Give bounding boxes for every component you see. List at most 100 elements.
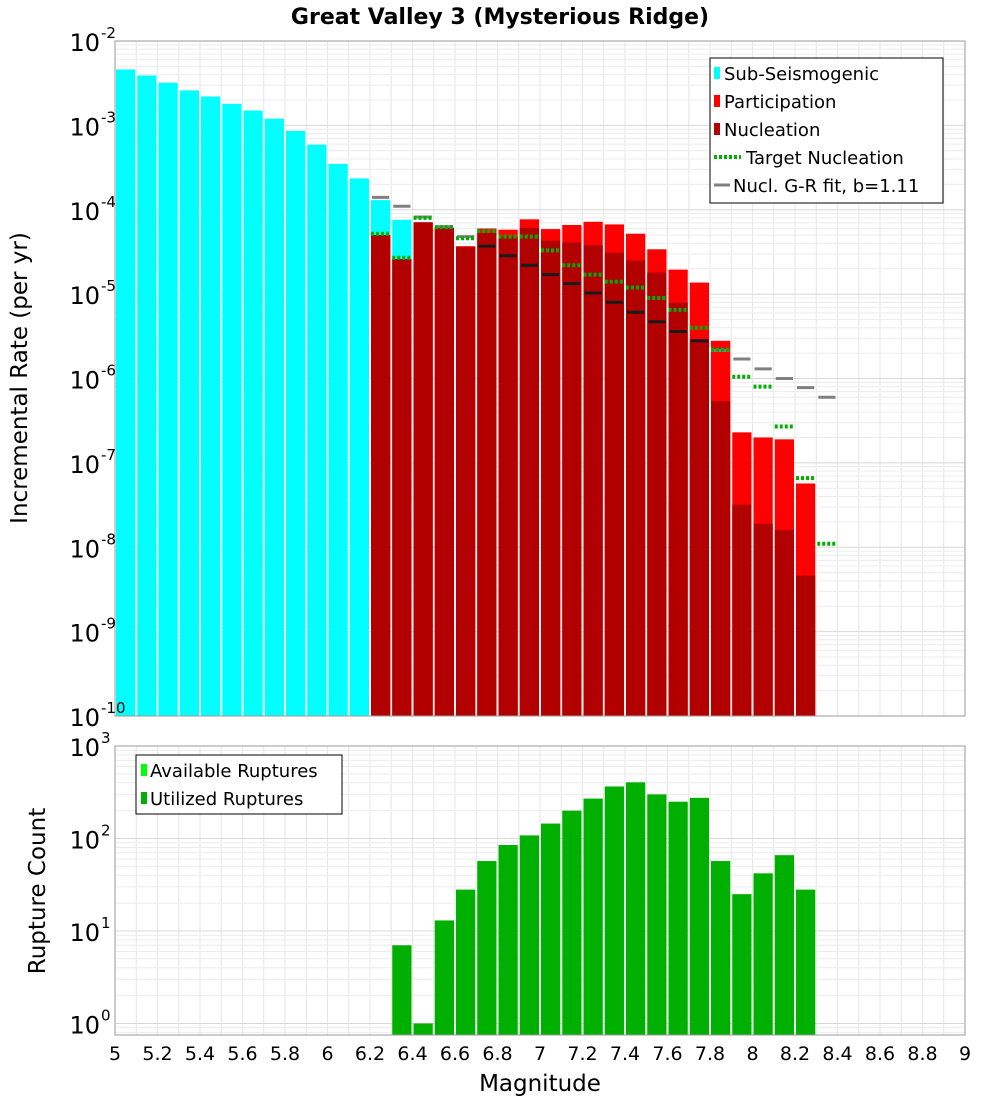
y-tick-label: 10	[69, 1011, 100, 1039]
utilized-ruptures-bar	[626, 782, 646, 1035]
sub-seismogenic-bar	[264, 118, 284, 716]
y-tick-exponent: -2	[101, 24, 116, 42]
y-tick-label: 10	[69, 367, 100, 395]
utilized-ruptures-bar	[668, 801, 688, 1035]
utilized-ruptures-bar	[562, 810, 582, 1035]
y-tick-label: 10	[69, 734, 100, 762]
x-tick-label: 6.6	[440, 1043, 470, 1065]
utilized-ruptures-bar	[434, 920, 454, 1035]
x-tick-label: 5.6	[227, 1043, 257, 1065]
nucleation-bar	[371, 235, 391, 716]
x-tick-label: 6.4	[397, 1043, 427, 1065]
nucleation-bar	[626, 260, 646, 716]
legend-entry: Sub-Seismogenic	[724, 64, 879, 85]
utilized-ruptures-bar	[477, 861, 497, 1035]
legend-entry: Nucl. G-R fit, b=1.11	[733, 176, 919, 197]
nucleation-bar	[434, 227, 454, 716]
x-tick-label: 9	[959, 1043, 971, 1065]
x-tick-label: 8.4	[822, 1043, 852, 1065]
utilized-ruptures-bar	[413, 1023, 433, 1035]
nucleation-bar	[753, 523, 773, 716]
utilized-ruptures-bar	[604, 786, 624, 1035]
y-tick-exponent: 2	[101, 821, 111, 839]
nucleation-bar	[796, 575, 816, 716]
y-tick-exponent: -3	[101, 108, 116, 126]
x-axis-label: Magnitude	[479, 1071, 601, 1097]
utilized-ruptures-bar	[774, 855, 794, 1035]
nucleation-bar	[498, 236, 518, 716]
y-tick-exponent: -9	[101, 615, 116, 633]
x-tick-label: 6.2	[355, 1043, 385, 1065]
x-tick-label: 7.4	[610, 1043, 640, 1065]
utilized-ruptures-bar	[583, 798, 603, 1035]
legend-entry: Nucleation	[724, 120, 820, 141]
utilized-ruptures-bar	[392, 945, 412, 1035]
y-tick-label: 10	[69, 451, 100, 479]
y-tick-label: 10	[69, 826, 100, 854]
x-tick-label: 8.6	[865, 1043, 895, 1065]
x-tick-label: 6	[321, 1043, 333, 1065]
y-tick-label: 10	[69, 29, 100, 57]
y-tick-label: 10	[69, 535, 100, 563]
nucleation-bar	[519, 227, 539, 716]
y-tick-label: 10	[69, 282, 100, 310]
nucleation-bar	[732, 504, 752, 716]
y-tick-exponent: 1	[101, 914, 111, 932]
x-tick-label: 7.2	[567, 1043, 597, 1065]
sub-seismogenic-bar	[137, 75, 157, 717]
x-tick-label: 5.2	[142, 1043, 172, 1065]
y-axis-label: Incremental Rate (per yr)	[7, 232, 33, 524]
y-tick-label: 10	[69, 113, 100, 141]
legend-box	[709, 57, 944, 204]
nucleation-bar	[392, 259, 412, 716]
y-tick-exponent: -10	[101, 699, 126, 717]
legend-entry: Available Ruptures	[150, 761, 318, 782]
y-tick-exponent: 0	[101, 1006, 111, 1024]
legend-swatch	[141, 792, 147, 804]
utilized-ruptures-bar	[753, 873, 773, 1035]
utilized-ruptures-bar	[711, 861, 731, 1035]
legend-swatch	[714, 67, 720, 79]
utilized-ruptures-bar	[647, 794, 667, 1035]
plot-border	[114, 40, 966, 717]
legend-swatch	[141, 764, 147, 776]
y-tick-exponent: -6	[101, 362, 116, 380]
sub-seismogenic-bar	[328, 163, 348, 717]
sub-seismogenic-bar	[286, 130, 306, 717]
x-tick-label: 5.8	[270, 1043, 300, 1065]
sub-seismogenic-bar	[116, 69, 136, 716]
y-tick-label: 10	[69, 620, 100, 648]
sub-seismogenic-bar	[243, 110, 263, 716]
utilized-ruptures-bar	[796, 889, 816, 1035]
plot-border	[114, 745, 966, 1036]
nucleation-bar	[477, 233, 497, 716]
nucleation-bar	[711, 401, 731, 716]
x-tick-label: 5	[109, 1043, 121, 1065]
y-tick-exponent: -8	[101, 530, 116, 548]
sub-seismogenic-bar	[307, 144, 327, 717]
nucleation-bar	[689, 339, 709, 716]
y-tick-label: 10	[69, 919, 100, 947]
nucleation-bar	[583, 245, 603, 717]
legend-entry: Target Nucleation	[745, 148, 904, 169]
utilized-ruptures-bar	[498, 845, 518, 1035]
y-tick-label: 10	[69, 704, 100, 732]
nucleation-bar	[541, 240, 561, 717]
utilized-ruptures-bar	[689, 797, 709, 1035]
sub-seismogenic-bar	[222, 103, 242, 717]
sub-seismogenic-bar	[201, 96, 221, 716]
nucleation-bar	[413, 222, 433, 716]
nucleation-bar	[456, 247, 476, 716]
legend-swatch	[714, 123, 720, 135]
x-tick-label: 6.8	[482, 1043, 512, 1065]
rate-legend: Sub-Seismogenic Participation Nucleation Ta…	[709, 57, 944, 204]
x-tick-label: 8.2	[780, 1043, 810, 1065]
x-tick-label: 5.4	[185, 1043, 215, 1065]
y-tick-exponent: -7	[101, 446, 116, 464]
sub-seismogenic-bar	[349, 178, 369, 716]
legend-box	[135, 754, 343, 815]
utilized-ruptures-bar	[732, 894, 752, 1035]
y-tick-exponent: 3	[101, 729, 111, 747]
